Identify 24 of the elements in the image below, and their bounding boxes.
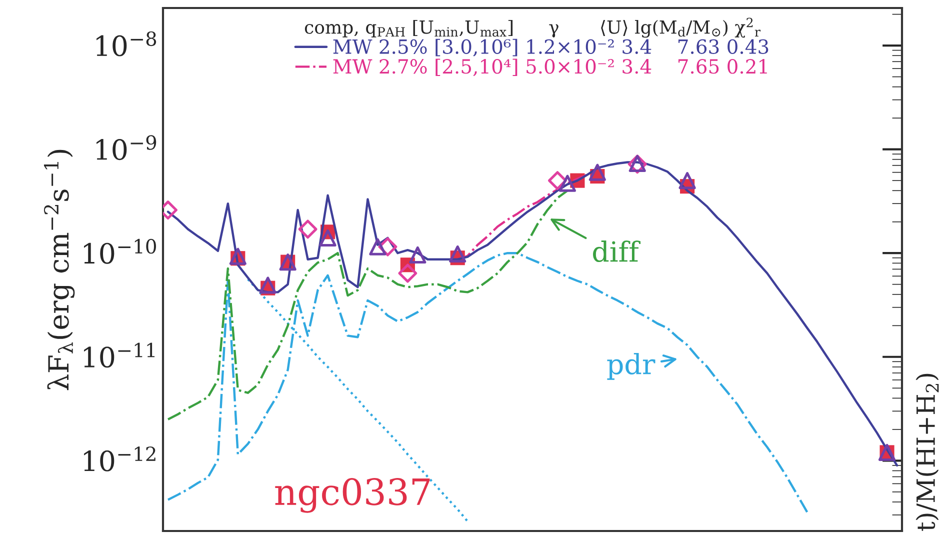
y-tick-label: 10$^{−11}$ [84, 342, 155, 368]
point [558, 174, 576, 192]
point [229, 248, 246, 265]
y-tick-label: 10$^{−9}$ [96, 135, 156, 160]
point [678, 172, 696, 190]
y-tick-label: 10$^{−12}$ [84, 446, 156, 472]
legend-label: MW 2.5% [3.0,10⁶] 1.2×10⁻² 3.4 7.63 0.43 [333, 38, 768, 56]
y-axis-title: λF$_{λ}$(erg cm$^{−2}$s$^{−1}$) [44, 150, 75, 390]
point [449, 245, 466, 263]
point [298, 220, 318, 239]
point [588, 164, 606, 181]
annotation: pdr [607, 352, 656, 380]
point [319, 229, 336, 246]
y-tick-label: 10$^{−10}$ [84, 238, 156, 264]
point [259, 276, 276, 294]
annotation: ngc0337 [275, 478, 430, 513]
annotation: diff [593, 240, 641, 262]
point [369, 238, 386, 256]
legend-label: MW 2.7% [2.5,10⁴] 5.0×10⁻² 3.4 7.65 0.21 [333, 58, 767, 76]
text: comp, q$_{PAH}$ [U$_{min}$,U$_{max}$] γ ⟨U⟩ lg(M$_{d}$/M$_{⊙}$) χ$^{2}$$_{r}$ [304, 18, 761, 38]
point [398, 264, 418, 283]
y-tick-label: 10$^{−8}$ [96, 31, 156, 56]
text: t)/M(HI+H$_{2}$) [916, 374, 939, 531]
point [409, 246, 426, 264]
